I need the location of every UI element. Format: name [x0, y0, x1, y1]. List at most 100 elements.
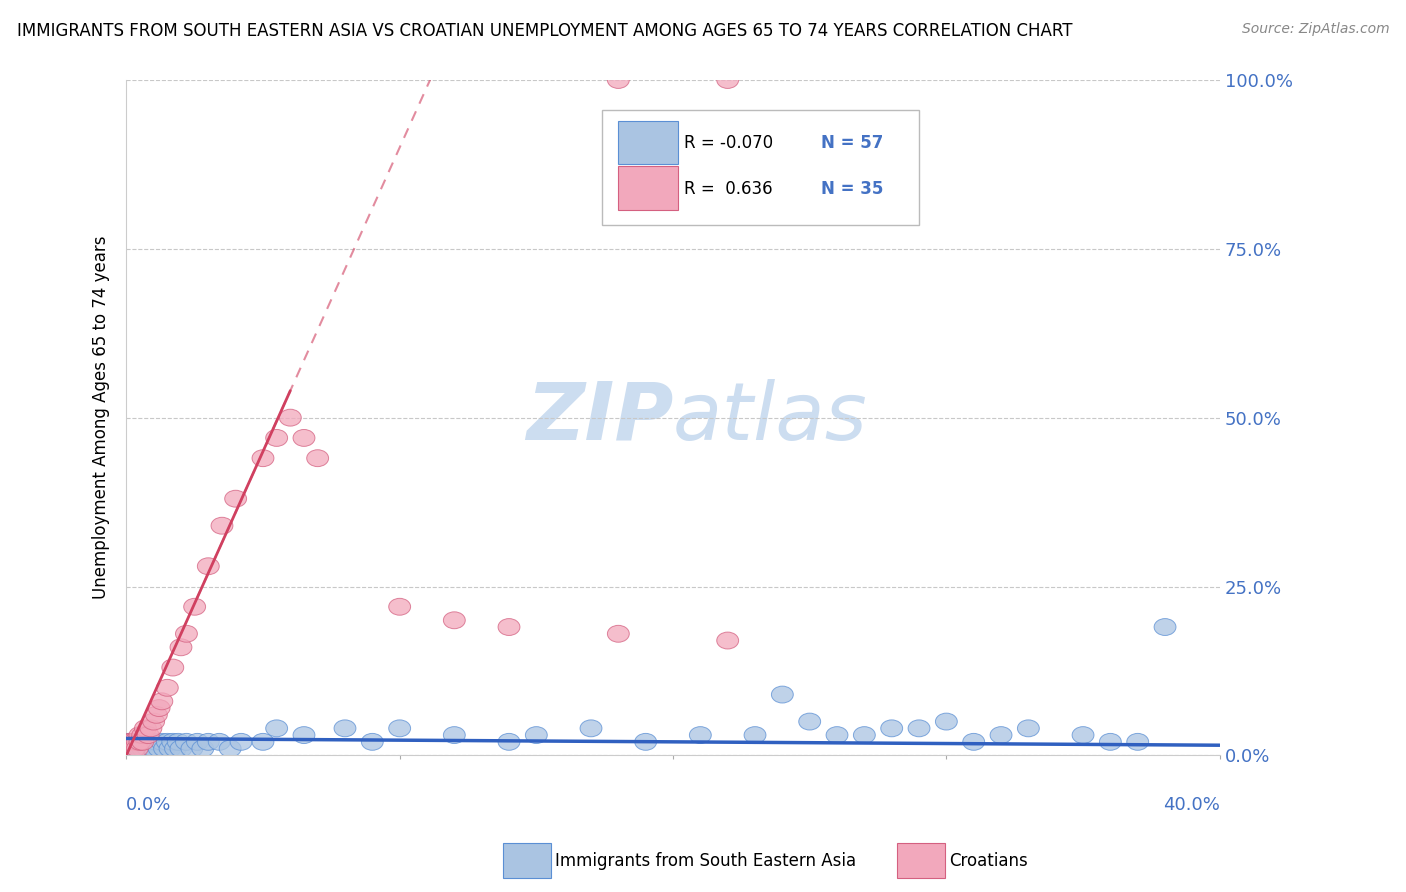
Ellipse shape	[141, 733, 162, 750]
Ellipse shape	[292, 429, 315, 446]
Ellipse shape	[252, 450, 274, 467]
Ellipse shape	[990, 727, 1012, 744]
Ellipse shape	[717, 632, 738, 649]
Ellipse shape	[145, 706, 167, 723]
Ellipse shape	[292, 727, 315, 744]
Ellipse shape	[141, 720, 162, 737]
Text: N = 57: N = 57	[821, 134, 883, 152]
Ellipse shape	[150, 733, 173, 750]
Ellipse shape	[225, 491, 246, 508]
Ellipse shape	[717, 71, 738, 88]
Ellipse shape	[689, 727, 711, 744]
Ellipse shape	[165, 740, 187, 757]
Ellipse shape	[607, 71, 630, 88]
Ellipse shape	[142, 740, 165, 757]
Ellipse shape	[935, 713, 957, 730]
Text: IMMIGRANTS FROM SOUTH EASTERN ASIA VS CROATIAN UNEMPLOYMENT AMONG AGES 65 TO 74 : IMMIGRANTS FROM SOUTH EASTERN ASIA VS CR…	[17, 22, 1073, 40]
Ellipse shape	[880, 720, 903, 737]
Ellipse shape	[124, 733, 145, 750]
Ellipse shape	[335, 720, 356, 737]
Ellipse shape	[1154, 618, 1175, 635]
Ellipse shape	[1126, 733, 1149, 750]
Ellipse shape	[266, 429, 288, 446]
Ellipse shape	[191, 740, 214, 757]
Ellipse shape	[208, 733, 231, 750]
Ellipse shape	[124, 740, 145, 757]
Ellipse shape	[581, 720, 602, 737]
Ellipse shape	[124, 740, 145, 757]
Ellipse shape	[176, 625, 197, 642]
Ellipse shape	[908, 720, 929, 737]
Ellipse shape	[135, 733, 156, 750]
Ellipse shape	[159, 740, 181, 757]
Ellipse shape	[127, 740, 148, 757]
FancyBboxPatch shape	[619, 120, 679, 164]
Ellipse shape	[181, 740, 202, 757]
Ellipse shape	[634, 733, 657, 750]
Ellipse shape	[197, 558, 219, 574]
Ellipse shape	[132, 727, 153, 744]
Ellipse shape	[526, 727, 547, 744]
Ellipse shape	[138, 727, 159, 744]
Ellipse shape	[211, 517, 233, 534]
Ellipse shape	[162, 659, 184, 676]
Text: R =  0.636: R = 0.636	[683, 180, 772, 198]
Ellipse shape	[799, 713, 821, 730]
Ellipse shape	[153, 740, 176, 757]
Y-axis label: Unemployment Among Ages 65 to 74 years: Unemployment Among Ages 65 to 74 years	[93, 235, 110, 599]
Text: ZIP: ZIP	[526, 379, 673, 457]
Ellipse shape	[231, 733, 252, 750]
Ellipse shape	[498, 618, 520, 635]
Ellipse shape	[184, 599, 205, 615]
Ellipse shape	[129, 733, 150, 750]
Ellipse shape	[121, 740, 142, 757]
Ellipse shape	[129, 733, 150, 750]
Text: atlas: atlas	[673, 379, 868, 457]
Ellipse shape	[118, 733, 141, 750]
Ellipse shape	[129, 740, 150, 757]
Text: 40.0%: 40.0%	[1163, 796, 1220, 814]
Text: Source: ZipAtlas.com: Source: ZipAtlas.com	[1241, 22, 1389, 37]
Text: Croatians: Croatians	[949, 852, 1028, 870]
Ellipse shape	[127, 733, 148, 750]
Ellipse shape	[219, 740, 240, 757]
Ellipse shape	[388, 720, 411, 737]
Ellipse shape	[607, 625, 630, 642]
Ellipse shape	[156, 680, 179, 697]
Ellipse shape	[498, 733, 520, 750]
Ellipse shape	[280, 409, 301, 426]
Ellipse shape	[963, 733, 984, 750]
Ellipse shape	[266, 720, 288, 737]
Ellipse shape	[252, 733, 274, 750]
Ellipse shape	[443, 612, 465, 629]
Ellipse shape	[129, 727, 150, 744]
Ellipse shape	[167, 733, 190, 750]
Ellipse shape	[142, 713, 165, 730]
Ellipse shape	[162, 733, 184, 750]
Ellipse shape	[176, 733, 197, 750]
Ellipse shape	[138, 740, 159, 757]
Ellipse shape	[127, 740, 148, 757]
Ellipse shape	[150, 693, 173, 710]
Text: 0.0%: 0.0%	[127, 796, 172, 814]
Ellipse shape	[853, 727, 876, 744]
Ellipse shape	[145, 733, 167, 750]
Ellipse shape	[772, 686, 793, 703]
Text: R = -0.070: R = -0.070	[683, 134, 773, 152]
Ellipse shape	[1018, 720, 1039, 737]
Ellipse shape	[170, 639, 191, 656]
Text: Immigrants from South Eastern Asia: Immigrants from South Eastern Asia	[555, 852, 856, 870]
Ellipse shape	[1073, 727, 1094, 744]
Ellipse shape	[361, 733, 384, 750]
Ellipse shape	[135, 720, 156, 737]
Ellipse shape	[443, 727, 465, 744]
Ellipse shape	[187, 733, 208, 750]
FancyBboxPatch shape	[619, 167, 679, 211]
Ellipse shape	[121, 733, 142, 750]
Ellipse shape	[118, 733, 141, 750]
Ellipse shape	[148, 699, 170, 716]
Ellipse shape	[132, 733, 153, 750]
FancyBboxPatch shape	[602, 111, 920, 225]
Ellipse shape	[827, 727, 848, 744]
Ellipse shape	[1099, 733, 1122, 750]
